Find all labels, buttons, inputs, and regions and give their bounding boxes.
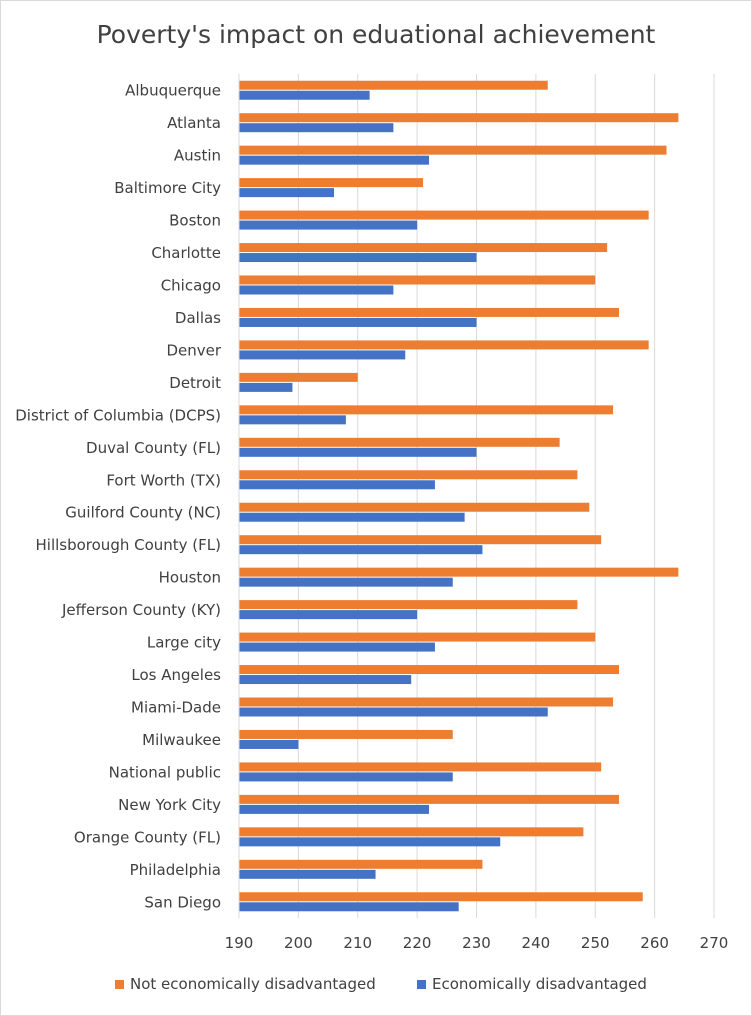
category-label: Miami-Dade: [131, 699, 221, 717]
category-label: Hillsborough County (FL): [36, 536, 222, 554]
bar-disadvantaged: [239, 253, 477, 263]
bar-disadvantaged: [239, 285, 394, 295]
bar-disadvantaged: [239, 902, 459, 912]
x-tick-label: 270: [700, 934, 729, 952]
x-tick-label: 260: [640, 934, 669, 952]
x-tick-label: 250: [581, 934, 610, 952]
bar-not-disadvantaged: [239, 307, 619, 317]
bar-disadvantaged: [239, 837, 501, 847]
category-label: Chicago: [161, 277, 221, 295]
category-label: Charlotte: [151, 244, 221, 262]
x-tick-label: 210: [343, 934, 372, 952]
bar-not-disadvantaged: [239, 470, 578, 480]
category-label: Detroit: [169, 374, 221, 392]
bar-not-disadvantaged: [239, 632, 596, 642]
bar-disadvantaged: [239, 447, 477, 457]
x-tick-label: 220: [403, 934, 432, 952]
bar-disadvantaged: [239, 642, 435, 652]
category-label: New York City: [118, 796, 221, 814]
legend-swatch-blue: [417, 979, 426, 989]
category-label: National public: [109, 763, 221, 781]
bar-disadvantaged: [239, 804, 429, 814]
category-label: Philadelphia: [130, 861, 221, 879]
bar-disadvantaged: [239, 415, 346, 425]
category-label: Large city: [147, 634, 221, 652]
category-label: Boston: [169, 212, 221, 230]
bar-disadvantaged: [239, 317, 477, 327]
bar-disadvantaged: [239, 610, 418, 620]
bar-not-disadvantaged: [239, 762, 602, 772]
bar-not-disadvantaged: [239, 729, 453, 739]
bar-not-disadvantaged: [239, 665, 619, 675]
legend: Not economically disadvantaged Economica…: [0, 975, 752, 997]
category-label: Orange County (FL): [74, 828, 221, 846]
bar-not-disadvantaged: [239, 113, 679, 123]
bar-not-disadvantaged: [239, 892, 643, 902]
x-tick-label: 190: [225, 934, 254, 952]
legend-label: Economically disadvantaged: [432, 975, 647, 993]
bar-not-disadvantaged: [239, 210, 649, 220]
bar-not-disadvantaged: [239, 502, 590, 512]
legend-item-not-disadvantaged: Not economically disadvantaged: [115, 975, 376, 993]
legend-swatch-orange: [115, 979, 124, 989]
bar-disadvantaged: [239, 545, 483, 555]
bar-not-disadvantaged: [239, 535, 602, 545]
bar-not-disadvantaged: [239, 145, 667, 155]
category-label: Austin: [174, 147, 221, 165]
category-label: Los Angeles: [131, 666, 221, 684]
category-label: Houston: [159, 569, 221, 587]
legend-label: Not economically disadvantaged: [130, 975, 376, 993]
bar-not-disadvantaged: [239, 600, 578, 610]
category-label: District of Columbia (DCPS): [15, 406, 221, 424]
bar-not-disadvantaged: [239, 827, 584, 837]
category-label: Denver: [166, 341, 221, 359]
x-tick-label: 230: [462, 934, 491, 952]
bar-disadvantaged: [239, 577, 453, 587]
bar-disadvantaged: [239, 772, 453, 782]
bar-disadvantaged: [239, 675, 412, 685]
bar-disadvantaged: [239, 155, 429, 165]
bar-not-disadvantaged: [239, 794, 619, 804]
category-label: Duval County (FL): [86, 439, 221, 457]
bar-disadvantaged: [239, 739, 299, 749]
category-label: Milwaukee: [142, 731, 221, 749]
bar-disadvantaged: [239, 480, 435, 490]
bar-not-disadvantaged: [239, 275, 596, 285]
chart-title: Poverty's impact on eduational achieveme…: [96, 20, 656, 49]
category-label: Fort Worth (TX): [106, 471, 221, 489]
bar-disadvantaged: [239, 90, 370, 100]
bar-not-disadvantaged: [239, 567, 679, 577]
category-label: Guilford County (NC): [65, 504, 221, 522]
bar-not-disadvantaged: [239, 437, 560, 447]
bar-not-disadvantaged: [239, 340, 649, 350]
bar-disadvantaged: [239, 220, 418, 230]
bar-not-disadvantaged: [239, 859, 483, 869]
bar-not-disadvantaged: [239, 178, 424, 188]
bar-not-disadvantaged: [239, 243, 608, 253]
legend-item-disadvantaged: Economically disadvantaged: [417, 975, 647, 993]
category-label: Albuquerque: [125, 82, 221, 100]
x-tick-label: 240: [522, 934, 551, 952]
bar-disadvantaged: [239, 869, 376, 879]
category-label: Baltimore City: [114, 179, 221, 197]
bar-not-disadvantaged: [239, 80, 548, 90]
bar-disadvantaged: [239, 707, 548, 717]
category-label: San Diego: [144, 893, 221, 911]
bar-disadvantaged: [239, 350, 406, 360]
category-label: Dallas: [175, 309, 221, 327]
x-tick-label: 200: [284, 934, 313, 952]
bar-disadvantaged: [239, 512, 465, 522]
bar-disadvantaged: [239, 188, 334, 198]
bar-disadvantaged: [239, 123, 394, 133]
bar-not-disadvantaged: [239, 697, 614, 707]
bar-disadvantaged: [239, 382, 293, 392]
category-label: Atlanta: [167, 114, 221, 132]
category-label: Jefferson County (KY): [61, 601, 221, 619]
bar-not-disadvantaged: [239, 405, 614, 415]
bar-not-disadvantaged: [239, 372, 358, 382]
